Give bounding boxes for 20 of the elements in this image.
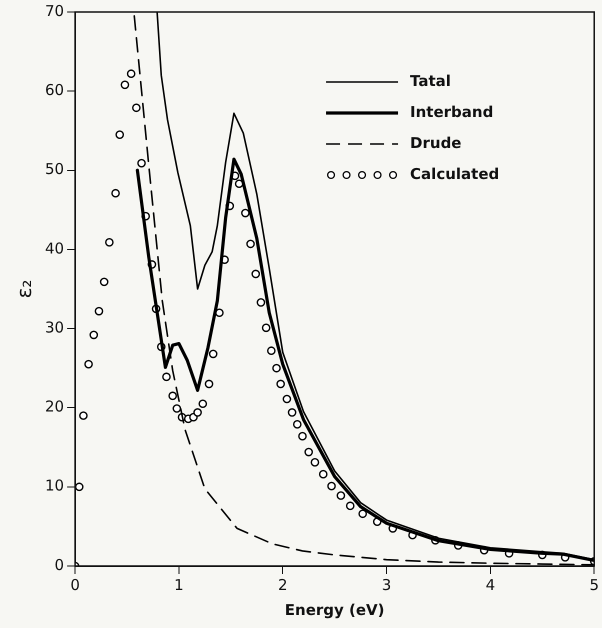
x-tick-label: 5	[589, 576, 599, 594]
x-tick-label: 0	[70, 576, 80, 594]
legend-label: Interband	[410, 102, 494, 121]
legend-label: Tatal	[410, 72, 451, 90]
x-tick-label: 2	[278, 576, 288, 594]
y-tick-label: 70	[44, 2, 64, 20]
y-tick-label: 40	[44, 239, 64, 258]
legend-label: Drude	[410, 134, 462, 152]
y-tick-label: 20	[44, 398, 64, 416]
x-tick-label: 4	[486, 576, 496, 594]
x-tick-label: 1	[174, 576, 184, 594]
y-tick-label: 0	[54, 556, 64, 574]
x-axis-title: Energy (eV)	[284, 600, 385, 619]
y-tick-label: 50	[44, 160, 64, 178]
y-tick-label: 60	[44, 81, 64, 100]
y-tick-label: 10	[44, 476, 64, 495]
y-axis-title: ε₂	[12, 280, 36, 298]
x-tick-label: 3	[382, 576, 392, 594]
legend-label: Calculated	[410, 164, 500, 183]
y-tick-label: 30	[44, 318, 64, 336]
